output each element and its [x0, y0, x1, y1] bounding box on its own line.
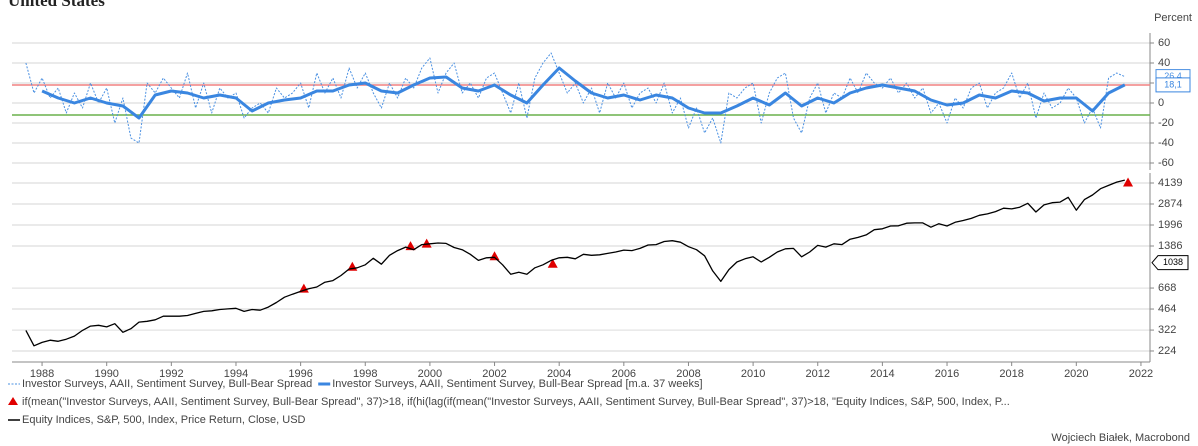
x-tick-label: 1998 [353, 368, 377, 380]
chart-title: United States [8, 0, 105, 10]
signal-marker [547, 258, 558, 268]
y-tick-label: 322 [1158, 324, 1176, 336]
x-tick-label: 1994 [224, 368, 248, 380]
x-tick-label: 2012 [806, 368, 830, 380]
x-tick-label: 2006 [612, 368, 636, 380]
legend-item: if(mean("Investor Surveys, AAII, Sentime… [8, 396, 1010, 408]
legend-label: Investor Surveys, AAII, Sentiment Survey… [332, 378, 702, 390]
last-value-box [1155, 77, 1191, 93]
y-tick-label: -60 [1158, 157, 1174, 169]
x-tick-label: 2014 [870, 368, 894, 380]
x-tick-label: 2002 [482, 368, 506, 380]
y-tick-label: 4139 [1158, 177, 1182, 189]
last-value-label: 26,4 [1164, 71, 1182, 81]
y-tick-label: 668 [1158, 282, 1176, 294]
x-tick-label: 2008 [676, 368, 700, 380]
y-tick-label: 2874 [1158, 198, 1182, 210]
legend-swatch [8, 397, 18, 405]
x-tick-label: 2020 [1064, 368, 1088, 380]
x-tick-label: 2018 [999, 368, 1023, 380]
x-tick-label: 1992 [159, 368, 183, 380]
legend-item: Investor Surveys, AAII, Sentiment Survey… [318, 378, 703, 390]
unit-label: Percent [1154, 12, 1192, 24]
legend-label: Equity Indices, S&P, 500, Index, Price R… [22, 414, 306, 426]
x-tick-label: 2016 [935, 368, 959, 380]
source: Wojciech Białek, Macrobond [1051, 432, 1190, 444]
y-tick-label: 1996 [1158, 219, 1182, 231]
value-box [1151, 255, 1189, 271]
legend-item: Investor Surveys, AAII, Sentiment Survey… [8, 378, 312, 390]
series-line [25, 52, 1126, 144]
last-value-label: 18,1 [1164, 79, 1182, 89]
y-tick-label: 1386 [1158, 240, 1182, 252]
y-tick-label: 464 [1158, 303, 1176, 315]
x-tick-label: 1988 [30, 368, 54, 380]
y-tick-label: 0 [1158, 97, 1164, 109]
signal-marker [1123, 177, 1134, 187]
legend-label: Investor Surveys, AAII, Sentiment Survey… [22, 378, 312, 390]
y-tick-label: 60 [1158, 37, 1170, 49]
y-tick-label: 224 [1158, 345, 1176, 357]
y-tick-label: -20 [1158, 117, 1174, 129]
signal-marker [298, 283, 309, 293]
y-tick-label: -40 [1158, 137, 1174, 149]
x-tick-label: 2004 [547, 368, 571, 380]
signal-marker [421, 238, 432, 248]
x-tick-label: 1996 [288, 368, 312, 380]
x-tick-label: 1990 [94, 368, 118, 380]
legend-label: if(mean("Investor Surveys, AAII, Sentime… [22, 396, 1010, 408]
signal-marker [489, 251, 500, 261]
legend-item: Equity Indices, S&P, 500, Index, Price R… [8, 414, 306, 426]
x-tick-label: 2022 [1129, 368, 1153, 380]
series-line [41, 66, 1126, 120]
y-tick-label: 40 [1158, 57, 1170, 69]
x-tick-label: 2010 [741, 368, 765, 380]
x-tick-label: 2000 [418, 368, 442, 380]
value-box-label: 1038 [1163, 257, 1183, 267]
series-line [25, 179, 1125, 347]
